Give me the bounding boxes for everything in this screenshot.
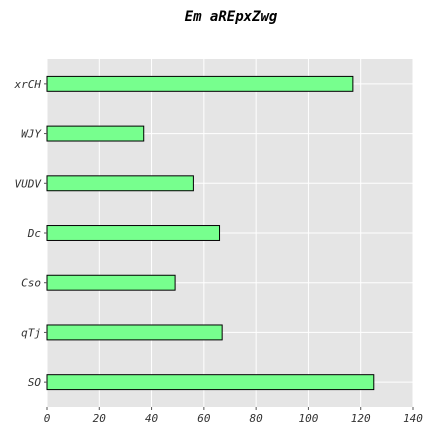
y-tick-label: SO: [28, 376, 42, 389]
x-tick-label: 0: [44, 412, 51, 425]
y-axis-ticks: SO qTj Cso Dc VUDV WJY xrCH: [14, 78, 47, 389]
bar-vudv: [46, 175, 194, 192]
bar-dc: [46, 225, 221, 241]
bar-xrch: [46, 75, 354, 92]
x-axis-ticks: 0 20 40 60 80 100 120 140: [44, 407, 423, 425]
y-tick-label: Dc: [27, 227, 42, 240]
x-tick-label: 20: [93, 412, 107, 425]
x-tick-label: 100: [298, 412, 318, 425]
x-tick-label: 80: [250, 412, 264, 425]
y-tick-label: WJY: [21, 128, 42, 141]
bar-so: [46, 374, 375, 391]
x-tick-label: 40: [145, 412, 159, 425]
y-tick-label: qTj: [21, 326, 41, 339]
y-tick-label: Cso: [21, 277, 41, 290]
x-tick-label: 60: [197, 412, 211, 425]
y-tick-label: VUDV: [15, 177, 43, 190]
bar-cso: [46, 274, 176, 291]
chart-title: Em aREpxZwg: [185, 9, 278, 25]
y-tick-label: xrCH: [14, 78, 42, 91]
bar-wjy: [46, 125, 145, 142]
x-tick-label: 120: [351, 412, 371, 425]
x-tick-label: 140: [403, 412, 423, 425]
bar-qtj: [46, 324, 223, 341]
